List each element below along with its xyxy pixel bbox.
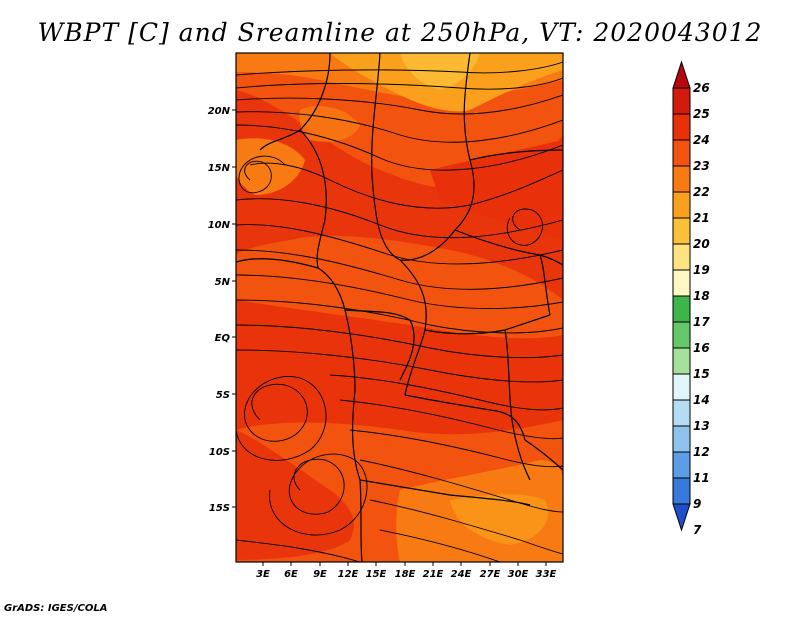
- colorbar-top-arrow: [672, 60, 691, 89]
- colorbar-swatch: [672, 87, 691, 115]
- colorbar-swatch: [672, 217, 691, 245]
- lon-label: 6E: [284, 569, 298, 580]
- map-frame: [235, 52, 564, 563]
- colorbar-label: 7: [693, 523, 702, 537]
- streamlines: [236, 61, 563, 562]
- colorbar-swatch: [672, 477, 691, 505]
- colorbar-label: 20: [693, 237, 710, 251]
- lat-label: 5N: [215, 277, 231, 288]
- colorbar-label: 14: [693, 393, 710, 407]
- colorbar-label: 19: [693, 263, 710, 277]
- lat-label: 20N: [208, 106, 231, 117]
- colorbar-label: 11: [693, 471, 710, 485]
- colorbar-swatch: [672, 399, 691, 427]
- colorbar-label: 21: [693, 211, 710, 225]
- colorbar-swatch: [672, 451, 691, 479]
- colorbar-label: 15: [693, 367, 710, 381]
- colorbar-bottom-arrow: [672, 503, 691, 532]
- colorbar-label: 9: [693, 497, 701, 511]
- lon-label: 12E: [338, 569, 359, 580]
- lat-label: 5S: [216, 390, 230, 401]
- lon-label: 24E: [451, 569, 472, 580]
- lon-label: 18E: [395, 569, 416, 580]
- lon-label: 9E: [313, 569, 327, 580]
- lon-label: 21E: [423, 569, 444, 580]
- colorbar-swatch: [672, 269, 691, 297]
- colorbar-label: 18: [693, 289, 710, 303]
- colorbar-label: 22: [693, 185, 710, 199]
- colorbar-swatch: [672, 139, 691, 167]
- lat-label: 10N: [208, 220, 231, 231]
- colorbar-label: 16: [693, 341, 710, 355]
- lon-label: 27E: [480, 569, 501, 580]
- lat-label: 10S: [209, 447, 230, 458]
- colorbar-label: 25: [693, 107, 710, 121]
- lon-label: 3E: [256, 569, 270, 580]
- latitude-labels: 20N 15N 10N 5N EQ 5S 10S 15S: [208, 106, 231, 514]
- chart-title: WBPT [C] and Sreamline at 250hPa, VT: 20…: [37, 18, 763, 47]
- lat-label: EQ: [215, 333, 231, 344]
- grads-credit: GrADS: IGES/COLA: [4, 603, 108, 614]
- wbpt-field: [236, 53, 563, 562]
- colorbar-label: 23: [693, 159, 710, 173]
- colorbar-label: 26: [693, 81, 710, 95]
- colorbar-swatch: [672, 373, 691, 401]
- colorbar-label: 24: [693, 133, 710, 147]
- lat-label: 15N: [208, 163, 231, 174]
- colorbar-swatch: [672, 243, 691, 271]
- colorbar-swatch: [672, 425, 691, 453]
- colorbar-swatch: [672, 113, 691, 141]
- lon-label: 33E: [536, 569, 557, 580]
- country-borders: [236, 53, 563, 562]
- colorbar-swatch: [672, 191, 691, 219]
- colorbar-swatch: [672, 347, 691, 375]
- longitude-labels: 3E 6E 9E 12E 15E 18E 21E 24E 27E 30E 33E: [256, 569, 556, 580]
- colorbar-label: 12: [693, 445, 710, 459]
- lat-label: 15S: [209, 503, 230, 514]
- colorbar: 26 25 24 23 22 21 20 19 18 17 16 15 14 13 12 11 9 7: [672, 60, 710, 537]
- colorbar-swatch: [672, 321, 691, 349]
- colorbar-swatch: [672, 295, 691, 323]
- colorbar-swatch: [672, 165, 691, 193]
- lon-label: 30E: [508, 569, 529, 580]
- colorbar-label: 13: [693, 419, 710, 433]
- colorbar-label: 17: [693, 315, 710, 329]
- lon-label: 15E: [366, 569, 387, 580]
